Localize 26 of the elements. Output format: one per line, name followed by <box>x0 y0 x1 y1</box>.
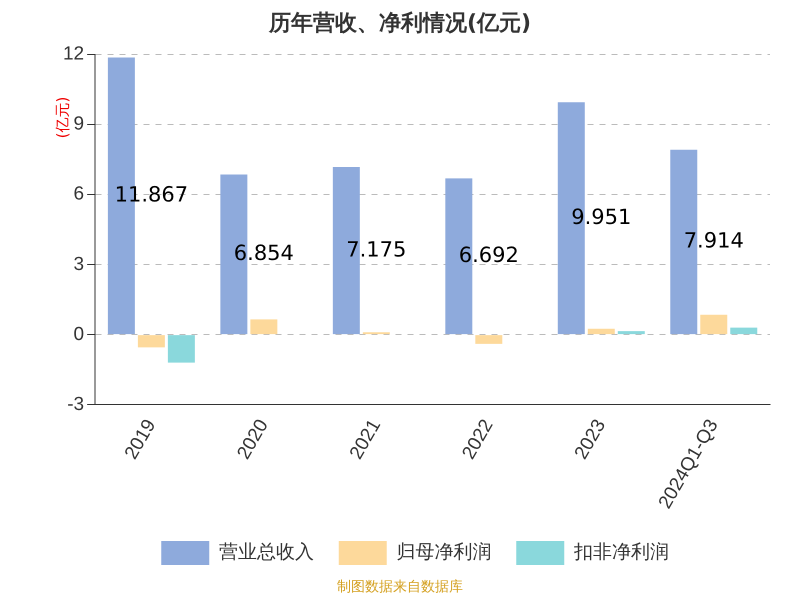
data-label: 9.951 <box>571 204 632 229</box>
data-label: 6.854 <box>234 241 294 266</box>
data-label: 6.692 <box>458 242 519 267</box>
y-tick-label: 3 <box>74 254 84 275</box>
bar <box>250 319 278 334</box>
bar <box>475 335 502 344</box>
legend-label: 归母净利润 <box>396 541 492 564</box>
y-tick-label: 9 <box>74 114 84 135</box>
legend-label: 扣非净利润 <box>572 541 669 564</box>
bar <box>700 314 728 334</box>
data-label: 7.175 <box>346 237 406 262</box>
y-tick-label: 12 <box>62 44 84 65</box>
y-axis-title: (亿元) <box>54 96 72 140</box>
bar <box>618 331 645 334</box>
y-tick-label: 0 <box>74 324 84 345</box>
y-tick-label: -3 <box>67 394 84 415</box>
y-tick-label: 6 <box>74 184 84 205</box>
bar <box>168 335 195 363</box>
bar <box>730 328 758 334</box>
legend-label: 营业总收入 <box>218 542 314 564</box>
data-label: 7.914 <box>684 228 744 253</box>
bar <box>138 335 165 348</box>
text: 制图数据来自数据库 <box>336 578 464 596</box>
bar <box>588 328 615 334</box>
data-label: 11.867 <box>114 182 188 206</box>
chart-title: 历年营收、净利情况(亿元) <box>268 10 532 38</box>
